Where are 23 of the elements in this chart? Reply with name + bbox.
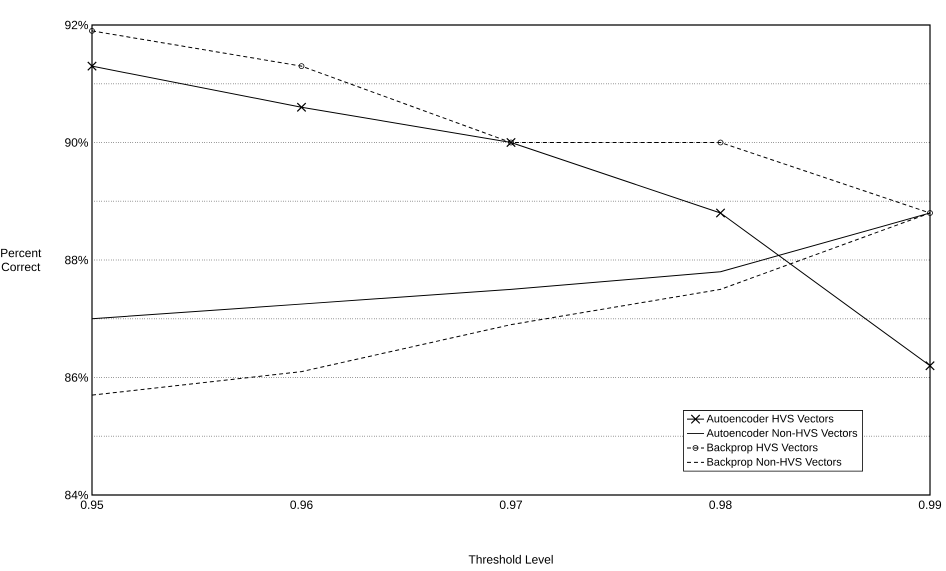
y-axis-title: Percent Correct — [1, 248, 42, 272]
point — [925, 360, 935, 371]
point — [296, 102, 306, 112]
x-axis-title: Threshold Level — [468, 554, 553, 564]
y-tick-label: 92% — [65, 20, 88, 30]
point — [716, 208, 726, 218]
point — [87, 61, 97, 71]
legend-label: Autoencoder Non-HVS Vectors — [706, 428, 858, 437]
point — [298, 63, 304, 70]
legend-label: Autoencoder HVS Vectors — [706, 414, 834, 422]
legend-label: Backprop HVS Vectors — [707, 443, 818, 454]
x-tick-label: 0.96 — [290, 500, 313, 509]
point — [718, 140, 724, 146]
x-tick-label: 0.98 — [709, 500, 732, 509]
x-tick-label: 0.95 — [80, 500, 104, 509]
y-tick-label: 86% — [65, 373, 88, 382]
x-tick-label: 0.99 — [918, 500, 942, 509]
y-tick-label: 90% — [65, 138, 88, 147]
y-tick-label: 84% — [65, 490, 88, 500]
x-tick-label: 0.97 — [500, 500, 522, 509]
y-tick-label: 88% — [65, 256, 88, 264]
point — [89, 28, 95, 34]
legend-label: Backprop Non-HVS Vectors — [707, 458, 842, 468]
